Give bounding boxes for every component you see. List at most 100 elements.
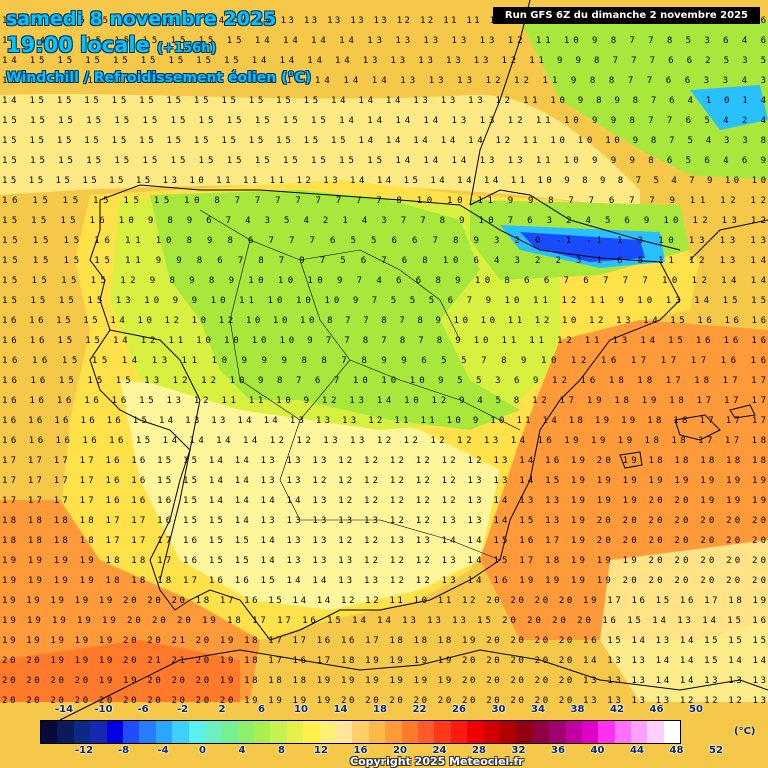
value-label-row: 19 19 19 19 19 20 20 20 18 17 16 15 14 1… xyxy=(2,596,766,606)
legend-tick-top: 18 xyxy=(373,704,387,715)
value-label-row: 15 15 15 16 10 9 8 9 6 7 4 3 5 4 2 1 4 3… xyxy=(2,216,766,226)
forecast-time-block: 19:00 locale (+156h) xyxy=(6,33,216,57)
legend-tick-top: -10 xyxy=(94,704,113,715)
legend-swatch xyxy=(499,721,517,743)
cyan-zone-northeast xyxy=(690,85,768,130)
value-label-row: 20 20 19 19 19 20 21 21 20 19 18 17 16 1… xyxy=(2,656,766,666)
legend-swatch xyxy=(106,721,123,743)
legend-swatch xyxy=(663,721,681,743)
legend-swatch xyxy=(614,721,632,743)
value-label-row: 16 16 15 15 14 13 11 10 9 9 9 8 8 7 8 9 … xyxy=(2,356,766,366)
legend-swatch xyxy=(450,721,468,743)
copyright: Copyright 2025 Meteociel.fr xyxy=(350,755,524,768)
value-label-row: 20 20 20 20 20 20 20 20 20 20 19 19 19 1… xyxy=(2,696,766,706)
value-label-row: 15 15 15 15 15 15 15 15 15 15 15 14 14 1… xyxy=(2,76,766,86)
pale-zone-interior xyxy=(120,380,500,610)
legend-swatch xyxy=(565,721,582,743)
value-label-row: 15 15 15 16 11 10 8 9 8 6 7 7 7 6 5 5 6 … xyxy=(2,236,766,246)
legend-swatch xyxy=(319,721,337,743)
legend-tick-bottom: 44 xyxy=(630,745,644,756)
legend-swatch xyxy=(516,721,533,743)
legend-tick-bottom: 40 xyxy=(590,745,605,756)
coastline-africa xyxy=(59,649,768,721)
value-label-row: 17 17 17 17 16 16 15 15 14 14 13 13 12 1… xyxy=(2,476,766,486)
country-borders xyxy=(59,0,768,721)
legend-tick-top: 22 xyxy=(412,704,427,715)
legend-swatch xyxy=(57,721,74,743)
pale-zone-southeast xyxy=(600,540,768,702)
green-zone xyxy=(150,190,520,430)
legend-swatch xyxy=(581,721,599,743)
legend-tick-top: 6 xyxy=(258,704,265,715)
legend-swatch xyxy=(139,721,156,743)
legend-swatch xyxy=(352,721,369,743)
legend-tick-top: 30 xyxy=(491,704,506,715)
legend-swatch xyxy=(336,721,353,743)
legend-swatch xyxy=(286,721,304,743)
legend-swatch xyxy=(254,721,271,743)
legend-swatch xyxy=(188,721,205,743)
value-label-row: 19 19 19 19 18 18 17 16 15 15 14 13 13 1… xyxy=(2,556,766,566)
internal-regions xyxy=(199,209,521,561)
legend-swatch xyxy=(41,721,58,743)
legend-tick-bottom: 48 xyxy=(669,745,684,756)
run-info: Run GFS 6Z du dimanche 2 novembre 2025 xyxy=(492,7,760,24)
island-menorca xyxy=(729,404,756,419)
legend-unit: (°C) xyxy=(734,726,756,737)
legend-swatch xyxy=(598,721,615,743)
color-legend: -14 -10 -6 -2 2 6 10 14 18 22 26 30 34 38 42 46 50 -12 -8… xyxy=(0,702,768,768)
legend-swatch xyxy=(303,721,320,743)
value-label-row: 18 18 18 18 17 17 17 16 15 15 14 13 13 1… xyxy=(2,536,766,546)
legend-tick-bottom: 20 xyxy=(393,745,407,756)
legend-swatch xyxy=(532,721,550,743)
legend-swatch xyxy=(647,721,664,743)
value-label-row: 16 16 15 15 15 13 12 12 10 9 8 7 6 7 10 … xyxy=(2,376,766,386)
value-label-row: 15 15 15 15 11 9 9 8 6 7 8 7 9 7 5 6 7 6… xyxy=(2,256,766,266)
legend-tick-bottom: 36 xyxy=(551,745,565,756)
forecast-lead: (+156h) xyxy=(157,41,217,56)
forecast-date: samedi 8 novembre 2025 xyxy=(6,8,277,30)
value-label-row: 17 17 17 17 16 16 15 15 14 14 13 13 13 1… xyxy=(2,456,766,466)
legend-swatch xyxy=(467,721,484,743)
value-label-row: 15 15 15 15 15 15 15 14 15 14 14 14 13 1… xyxy=(2,16,766,26)
legend-swatch xyxy=(434,721,451,743)
legend-tick-bottom: 8 xyxy=(278,745,285,756)
legend-swatch xyxy=(368,721,386,743)
value-label-row: 20 20 20 20 19 19 20 20 20 19 18 18 18 1… xyxy=(2,676,766,686)
border-france xyxy=(469,189,681,251)
legend-swatch xyxy=(237,721,255,743)
value-label-row: 14 15 15 15 15 15 15 15 15 14 14 14 14 1… xyxy=(2,56,766,66)
legend-tick-bottom: -8 xyxy=(117,745,130,756)
legend-tick-bottom: 12 xyxy=(314,745,328,756)
value-label-row: 19 19 19 19 18 18 18 17 16 16 15 14 14 1… xyxy=(2,576,766,586)
legend-tick-top: 14 xyxy=(333,704,348,715)
legend-swatch xyxy=(401,721,418,743)
legend-tick-top: 38 xyxy=(570,704,585,715)
value-label-row: 16 16 15 15 14 10 12 10 12 10 10 10 8 7 … xyxy=(2,316,766,326)
legend-tick-top: 10 xyxy=(294,704,308,715)
legend-tick-bottom: 24 xyxy=(432,745,447,756)
value-label-row: 16 16 15 15 14 12 11 10 10 10 10 9 7 7 8… xyxy=(2,336,766,346)
legend-swatch xyxy=(631,721,648,743)
legend-tick-bottom: 32 xyxy=(511,745,526,756)
legend-tick-top: 42 xyxy=(610,704,624,715)
coastline-iberia xyxy=(89,184,681,641)
legend-swatch xyxy=(417,721,435,743)
legend-swatch xyxy=(204,721,222,743)
legend-tick-bottom: 28 xyxy=(472,745,486,756)
legend-tick-top: 50 xyxy=(689,704,703,715)
legend-swatch xyxy=(221,721,238,743)
legend-swatch xyxy=(270,721,287,743)
island-ibiza xyxy=(619,451,643,469)
legend-tick-top: -2 xyxy=(176,704,189,715)
coastline-italy xyxy=(689,219,768,261)
legend-swatch xyxy=(90,721,107,743)
legend-swatch xyxy=(155,721,173,743)
green-zone-northeast xyxy=(520,20,768,180)
legend-tick-bottom: 52 xyxy=(709,745,723,756)
blue-zone xyxy=(520,232,645,262)
legend-swatch xyxy=(385,721,402,743)
legend-tick-bottom: 4 xyxy=(238,745,246,756)
